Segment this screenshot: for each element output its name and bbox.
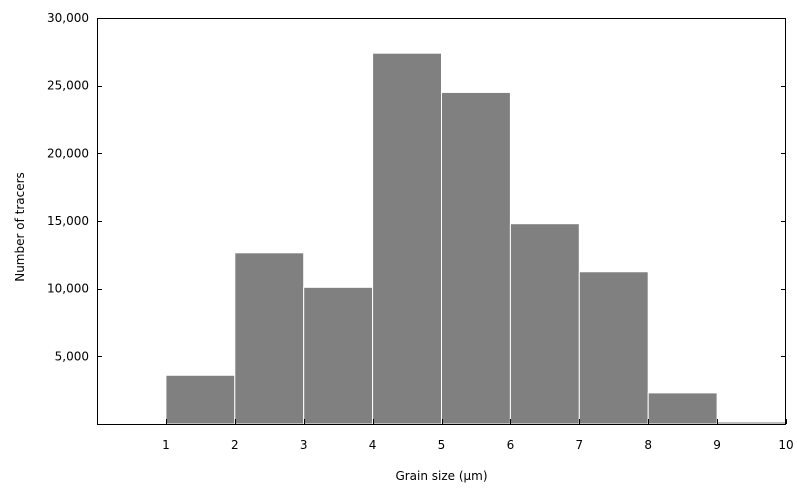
x-tick-label: 5 <box>438 438 446 452</box>
x-tick-label: 8 <box>644 438 652 452</box>
histogram-bar <box>234 252 305 425</box>
histogram-bar <box>441 91 511 425</box>
x-tick-label: 10 <box>778 438 793 452</box>
y-tick-label: 10,000 <box>47 282 89 296</box>
x-tick-label: 7 <box>575 438 583 452</box>
histogram-bar <box>165 374 236 425</box>
histogram-bar <box>647 392 718 425</box>
histogram-bar <box>578 271 649 425</box>
y-tick-label: 25,000 <box>47 79 89 93</box>
histogram-bar <box>303 286 374 425</box>
x-axis-label: Grain size (µm) <box>395 469 487 483</box>
x-tick-label: 4 <box>369 438 377 452</box>
histogram-bar <box>372 52 443 425</box>
x-tick-label: 6 <box>507 438 515 452</box>
y-tick-label: 15,000 <box>47 214 89 228</box>
x-tick-label: 9 <box>713 438 721 452</box>
y-axis-label: Number of tracers <box>13 172 27 282</box>
x-tick-label: 2 <box>231 438 239 452</box>
histogram-bar <box>509 223 580 425</box>
bars-group <box>165 52 787 425</box>
y-axis-ticks: 5,000 10,000 15,000 20,000 25,000 30,000 <box>47 11 786 363</box>
x-tick-label: 1 <box>162 438 170 452</box>
y-tick-label: 20,000 <box>47 146 89 160</box>
x-tick-label: 3 <box>300 438 308 452</box>
x-axis-ticks: 1 2 3 4 5 6 7 8 9 10 <box>162 419 794 452</box>
histogram-bar <box>716 421 787 425</box>
y-tick-label: 5,000 <box>55 349 89 363</box>
y-tick-label: 30,000 <box>47 11 89 25</box>
